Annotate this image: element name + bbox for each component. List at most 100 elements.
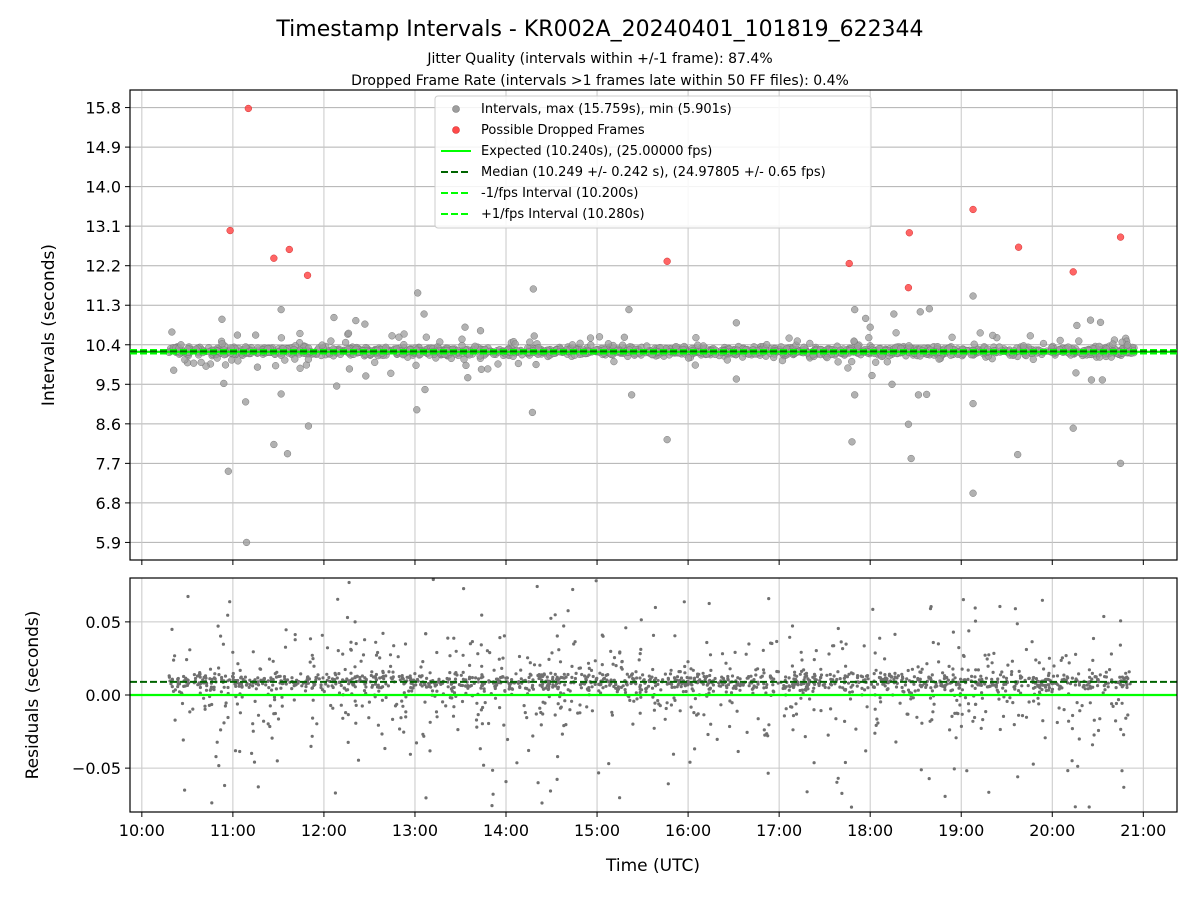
residual-point [386,684,390,688]
residual-point [1120,701,1124,705]
residual-point [241,677,245,682]
residual-point [791,684,795,688]
residual-point [653,701,657,705]
interval-point [277,390,285,398]
residual-point [614,664,618,668]
residual-point [267,657,272,661]
residual-point [836,670,840,674]
residual-point [770,641,774,646]
interval-point [723,356,731,364]
residual-point [356,758,361,762]
residual-point [832,644,836,648]
residual-point [804,688,808,692]
residual-point [916,665,920,669]
residual-point [762,682,766,686]
residual-point [1122,785,1126,789]
residual-point [519,677,523,681]
interval-point [872,358,880,366]
residual-point [535,584,539,589]
residual-point [920,683,925,687]
residual-point [719,703,723,707]
residual-point [651,633,656,638]
residual-point [423,683,427,687]
residual-point [488,651,492,655]
residual-point [991,670,995,675]
residual-point [354,642,358,646]
residual-point [226,685,230,690]
residual-point [1091,685,1095,689]
residual-point [804,685,809,689]
interval-point [271,362,280,370]
residual-point [183,788,187,792]
residual-point [734,686,738,691]
residual-point [479,643,483,647]
residual-point [319,685,323,690]
residual-point [634,691,638,695]
residual-point [496,681,501,685]
residual-point [460,699,465,704]
residual-point [343,667,347,672]
residual-point [293,638,297,642]
residual-point [876,721,880,725]
residual-point [893,671,897,676]
residual-point [842,676,846,680]
residual-point [971,719,975,723]
interval-point [922,390,931,399]
residual-point [238,749,242,754]
residual-point [635,676,639,680]
residual-point [616,685,621,689]
residual-point [741,683,745,687]
residual-point [784,707,788,711]
residual-point [642,678,646,682]
residual-point [219,634,223,638]
residual-point [627,675,631,679]
residuals-x-tick-label: 14:00 [483,821,529,840]
interval-point [421,385,429,394]
residual-point [620,660,624,664]
interval-point [436,338,444,346]
residual-point [928,696,933,700]
residual-point [498,706,502,710]
residual-point [176,685,180,689]
residual-point [973,619,978,623]
residual-point [864,749,868,753]
residual-point [593,659,597,663]
residual-point [875,717,879,721]
residual-point [1027,700,1031,704]
residual-point [827,652,831,656]
residual-point [1087,805,1091,809]
residual-point [906,668,910,673]
residual-point [527,675,531,680]
interval-point [643,342,651,350]
residual-point [993,683,997,687]
residual-point [632,699,636,703]
residual-point [1125,685,1129,690]
residual-point [787,688,791,692]
residual-point [451,714,456,718]
residual-point [349,671,353,675]
residual-point [503,689,507,693]
residual-point [578,683,583,687]
residual-point [562,676,566,680]
residual-point [1055,674,1060,678]
residual-point [551,685,555,689]
residual-point [827,686,831,690]
residual-point [825,673,829,677]
residual-point [918,677,922,681]
residual-point [738,684,742,688]
residual-point [745,730,749,735]
residual-point [209,687,213,691]
residual-point [1034,677,1038,681]
residual-point [803,735,807,739]
residual-point [696,679,700,683]
residual-point [879,671,883,675]
residual-point [198,675,202,679]
residual-point [705,674,709,679]
residual-point [711,683,716,687]
residual-point [231,650,235,654]
residual-point [819,676,823,680]
residual-point [491,792,495,796]
residual-point [1077,683,1081,687]
residual-point [1000,670,1004,674]
residual-point [839,640,843,644]
